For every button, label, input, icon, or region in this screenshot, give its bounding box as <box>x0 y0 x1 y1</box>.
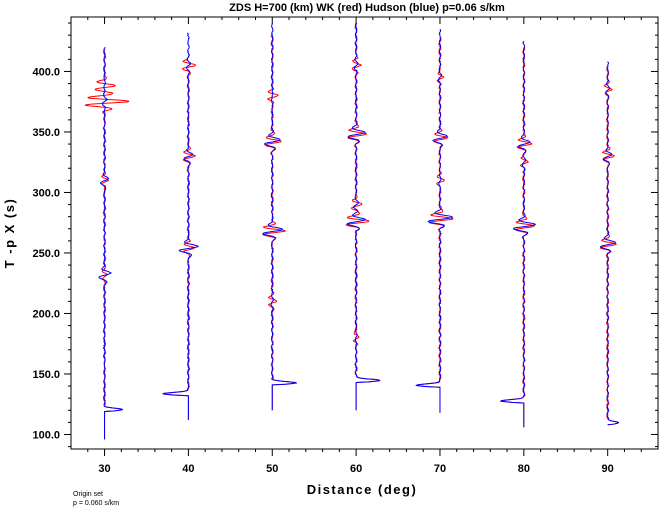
trace-area <box>84 22 620 440</box>
trace-70-blue-line <box>415 28 453 413</box>
footnote-line2: p = 0.060 s/km <box>73 500 119 507</box>
trace-30 <box>84 46 130 440</box>
trace-70 <box>415 28 454 413</box>
trace-90-blue-line <box>599 61 619 426</box>
footnote-line1: Origin set <box>73 491 103 498</box>
y-axis-label: T -p X (s) <box>2 198 17 269</box>
x-tick-label: 60 <box>350 463 362 475</box>
trace-60 <box>345 22 381 411</box>
trace-60-blue-line <box>346 22 380 411</box>
trace-30-blue-line <box>98 46 124 440</box>
x-tick-label: 90 <box>602 463 614 475</box>
trace-50-blue-line <box>262 22 298 411</box>
trace-90 <box>599 61 620 426</box>
trace-40 <box>162 32 199 420</box>
x-tick-label: 30 <box>98 463 110 475</box>
plot-frame <box>70 16 659 450</box>
y-tick-label: 150.0 <box>32 369 60 381</box>
trace-40-blue-line <box>162 32 199 420</box>
trace-80-blue-line <box>500 41 536 428</box>
trace-70-red-line <box>416 37 454 413</box>
y-axis: 100.0 150.0 200.0 250.0 300.0 350.0 400.0 <box>32 22 658 448</box>
trace-80 <box>499 41 536 428</box>
trace-30-red-line <box>84 49 130 440</box>
x-axis: 30 40 50 60 70 80 90 <box>87 17 642 475</box>
x-tick-label: 70 <box>434 463 446 475</box>
x-tick-label: 80 <box>518 463 530 475</box>
y-tick-label: 350.0 <box>32 127 60 139</box>
trace-50-red-line <box>262 34 296 411</box>
trace-60-red-line <box>345 22 381 411</box>
y-tick-label: 100.0 <box>32 429 60 441</box>
y-tick-label: 200.0 <box>32 308 60 320</box>
y-tick-label: 400.0 <box>32 66 60 78</box>
chart-title: ZDS H=700 (km) WK (red) Hudson (blue) p=… <box>229 2 505 14</box>
trace-80-red-line <box>499 47 535 428</box>
y-tick-label: 300.0 <box>32 187 60 199</box>
x-tick-label: 40 <box>182 463 194 475</box>
trace-50 <box>262 22 298 411</box>
x-tick-label: 50 <box>266 463 278 475</box>
trace-40-red-line <box>162 58 196 420</box>
x-axis-label: Distance (deg) <box>307 482 418 497</box>
y-tick-label: 250.0 <box>32 248 60 260</box>
